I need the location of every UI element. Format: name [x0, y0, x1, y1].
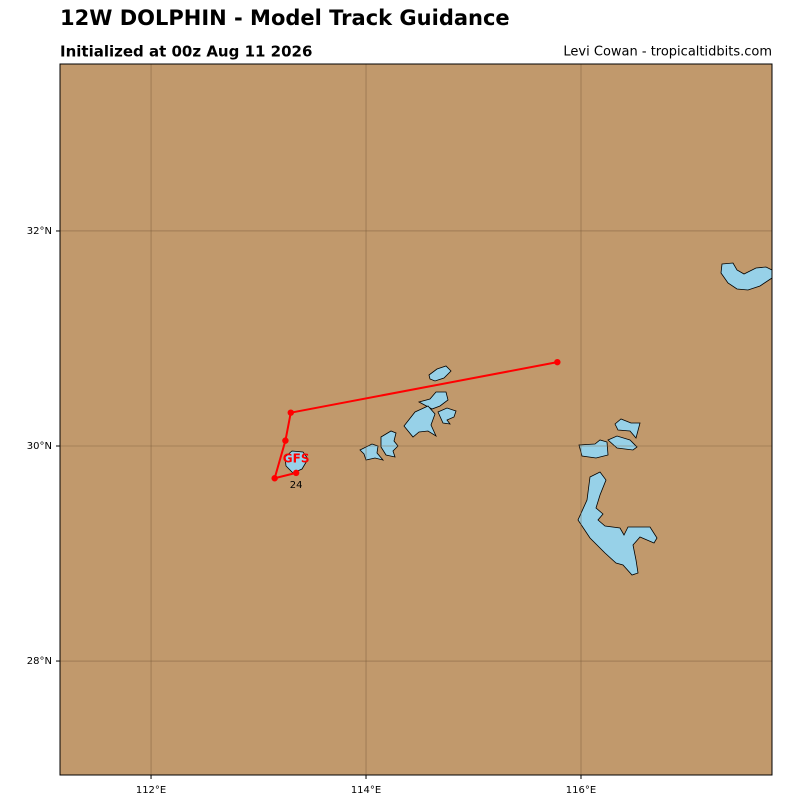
point-label: 24 [290, 480, 303, 491]
lake [614, 418, 641, 439]
lake [578, 439, 609, 459]
y-tick-label: 30°N [27, 441, 52, 452]
lake [577, 471, 658, 576]
y-tick-label: 28°N [27, 656, 52, 667]
lake [428, 365, 452, 382]
y-tick-label: 32°N [27, 226, 52, 237]
map-frame [59, 63, 773, 776]
track-point [292, 469, 300, 477]
chart-subtitle: Initialized at 00z Aug 11 2026 [60, 43, 312, 61]
lake [380, 430, 399, 458]
lake [284, 450, 309, 474]
track-point [282, 437, 289, 444]
x-tick-label: 114°E [351, 785, 381, 796]
lake [607, 435, 638, 451]
lake [403, 405, 437, 438]
lake [417, 391, 449, 410]
credit: Levi Cowan - tropicaltidbits.com [563, 45, 772, 60]
track-point [287, 409, 294, 416]
lake [437, 407, 457, 425]
track-point [554, 358, 561, 366]
track-point [271, 475, 278, 482]
chart-title: 12W DOLPHIN - Model Track Guidance [60, 6, 510, 30]
model-label: GFS [283, 451, 310, 465]
x-tick-label: 116°E [566, 785, 596, 796]
x-tick-label: 112°E [136, 785, 166, 796]
